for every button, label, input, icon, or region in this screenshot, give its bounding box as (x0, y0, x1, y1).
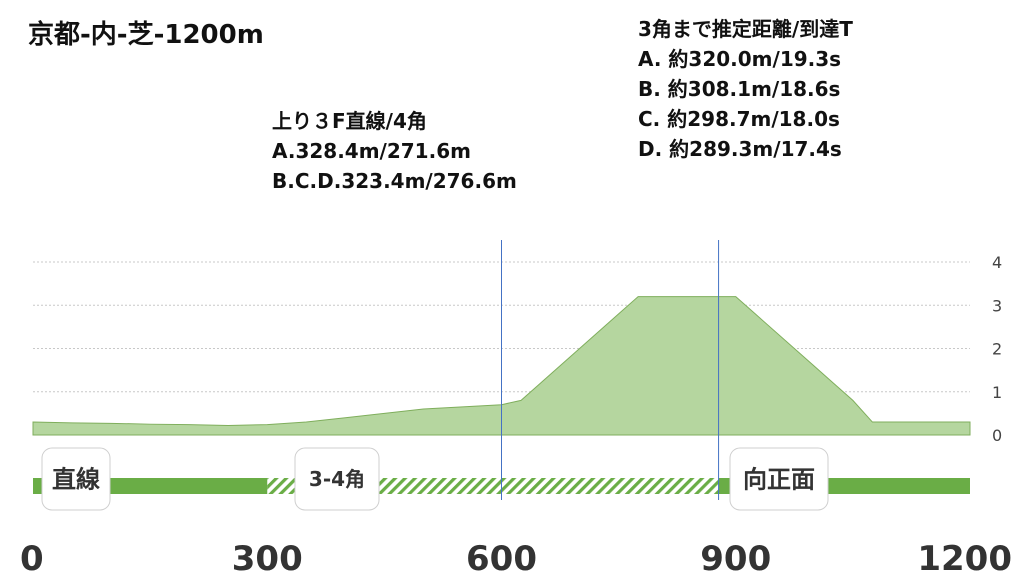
estimate-line-c: C. 約298.7m/18.0s (638, 107, 840, 131)
x-tick-label: 900 (700, 539, 771, 579)
upstretch-line-bcd: B.C.D.323.4m/276.6m (272, 169, 517, 193)
x-tick-label: 600 (466, 539, 537, 579)
estimate-heading: 3角まで推定距離/到達T (638, 17, 853, 41)
segment-label-box (294, 447, 380, 511)
y-tick-label: 2 (992, 340, 1002, 359)
y-tick-label: 0 (992, 426, 1002, 445)
upstretch-line-a: A.328.4m/271.6m (272, 139, 471, 163)
segment-label: 直線 (52, 466, 100, 494)
course-segment-bar (267, 478, 719, 494)
upstretch-heading: 上り３F直線/4角 (272, 109, 427, 133)
x-tick-label: 300 (232, 539, 303, 579)
segment-label-box (729, 447, 829, 511)
estimate-line-d: D. 約289.3m/17.4s (638, 137, 842, 161)
estimate-note-block: 3角まで推定距離/到達T A. 約320.0m/19.3s B. 約308.1m… (638, 14, 853, 164)
segment-label: 3-4角 (309, 467, 365, 491)
upstretch-note-block: 上り３F直線/4角 A.328.4m/271.6m B.C.D.323.4m/2… (272, 106, 517, 196)
estimate-line-a: A. 約320.0m/19.3s (638, 47, 842, 71)
x-tick-label: 0 (20, 539, 44, 579)
page-title: 京都-内-芝-1200m (28, 20, 264, 50)
y-tick-label: 1 (992, 383, 1002, 402)
segment-label: 向正面 (743, 466, 815, 494)
segment-label-box (41, 447, 111, 511)
y-tick-label: 3 (992, 296, 1002, 315)
y-tick-label: 4 (992, 253, 1002, 272)
estimate-line-b: B. 約308.1m/18.6s (638, 77, 841, 101)
x-tick-label: 1200 (917, 539, 1012, 579)
